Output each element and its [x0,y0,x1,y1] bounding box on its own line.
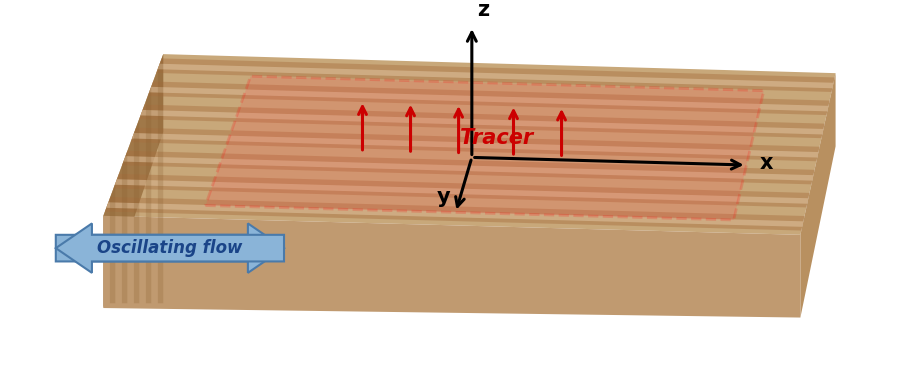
Text: y: y [436,187,450,207]
Polygon shape [158,64,834,88]
Polygon shape [149,87,828,111]
Polygon shape [115,179,809,204]
Polygon shape [130,128,820,161]
Polygon shape [105,197,804,230]
Polygon shape [122,151,128,303]
Text: x: x [760,153,773,173]
Polygon shape [140,105,824,138]
Polygon shape [123,156,813,181]
Polygon shape [104,54,163,308]
Text: Oscillating flow: Oscillating flow [97,239,242,257]
Polygon shape [132,133,819,157]
Polygon shape [148,81,830,115]
Polygon shape [104,216,800,317]
Polygon shape [110,184,116,303]
Polygon shape [156,58,834,92]
Polygon shape [106,202,803,227]
Polygon shape [122,151,814,184]
Polygon shape [104,54,835,235]
Text: z: z [477,0,489,21]
Polygon shape [146,87,151,303]
Polygon shape [134,119,140,303]
Polygon shape [158,54,163,303]
Polygon shape [114,174,810,207]
FancyArrow shape [56,224,284,273]
Text: Tracer: Tracer [460,128,533,148]
Polygon shape [206,76,764,220]
FancyArrow shape [56,224,284,273]
Polygon shape [800,73,835,317]
Polygon shape [140,110,823,134]
